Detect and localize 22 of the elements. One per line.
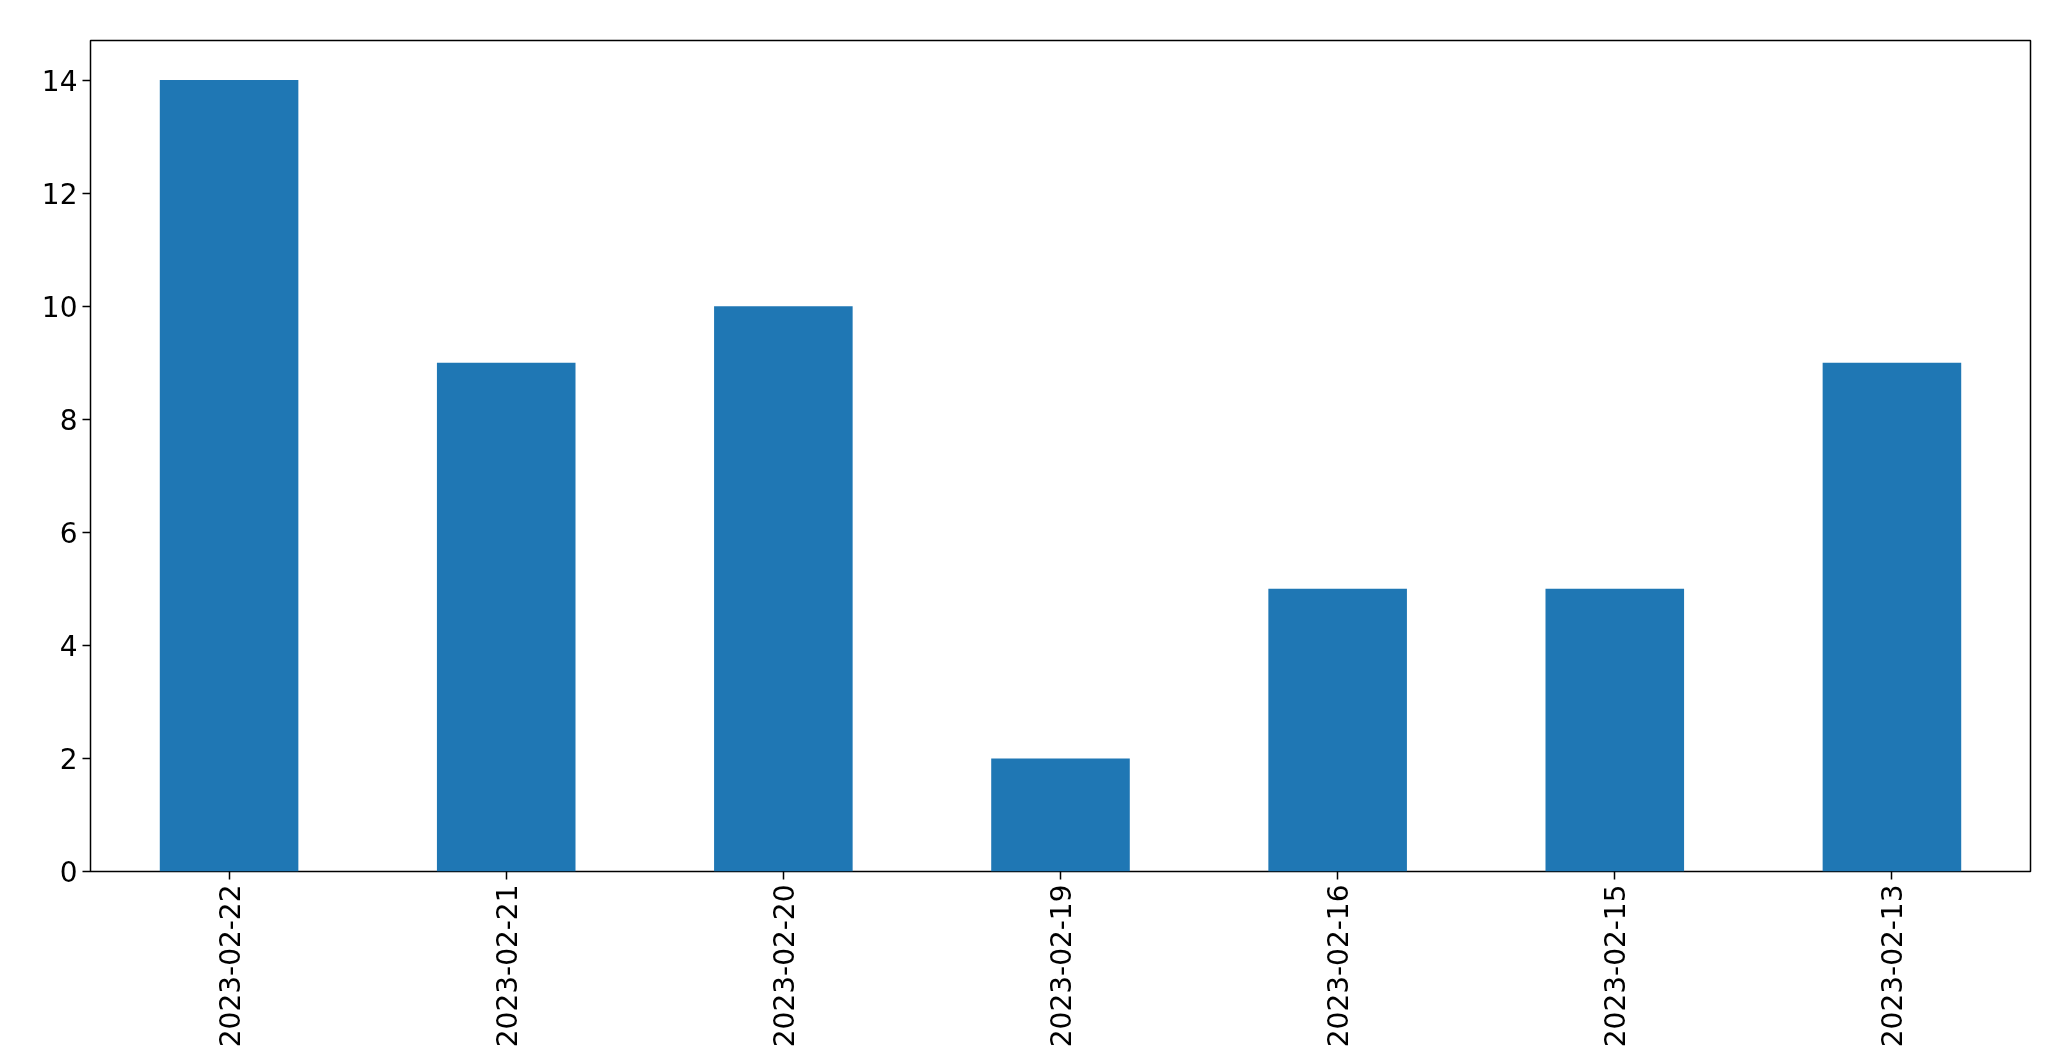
x-tick-label: 2023-02-13 bbox=[1876, 884, 1910, 1048]
x-tick-label: 2023-02-19 bbox=[1045, 884, 1078, 1048]
y-tick-label: 10 bbox=[41, 290, 78, 324]
y-tick-label: 0 bbox=[59, 856, 78, 889]
bar bbox=[436, 362, 576, 872]
bar bbox=[1268, 588, 1407, 872]
x-tick-label: 2023-02-20 bbox=[767, 884, 801, 1048]
x-tick-label: 2023-02-15 bbox=[1599, 884, 1633, 1048]
y-tick-label: 4 bbox=[59, 629, 78, 663]
x-tick-label: 2023-02-22 bbox=[213, 884, 247, 1048]
y-tick-label: 2 bbox=[59, 742, 78, 776]
bar bbox=[1822, 362, 1962, 872]
y-tick-label: 12 bbox=[41, 177, 78, 211]
y-tick-label: 6 bbox=[59, 516, 78, 550]
x-tick-label: 2023-02-16 bbox=[1322, 884, 1356, 1048]
y-tick-label: 14 bbox=[41, 64, 78, 98]
bar bbox=[714, 306, 853, 872]
x-tick-label: 2023-02-21 bbox=[490, 884, 524, 1048]
bar bbox=[1545, 588, 1685, 872]
y-tick-label: 8 bbox=[59, 403, 78, 437]
bar bbox=[991, 758, 1130, 872]
bar bbox=[159, 80, 299, 872]
